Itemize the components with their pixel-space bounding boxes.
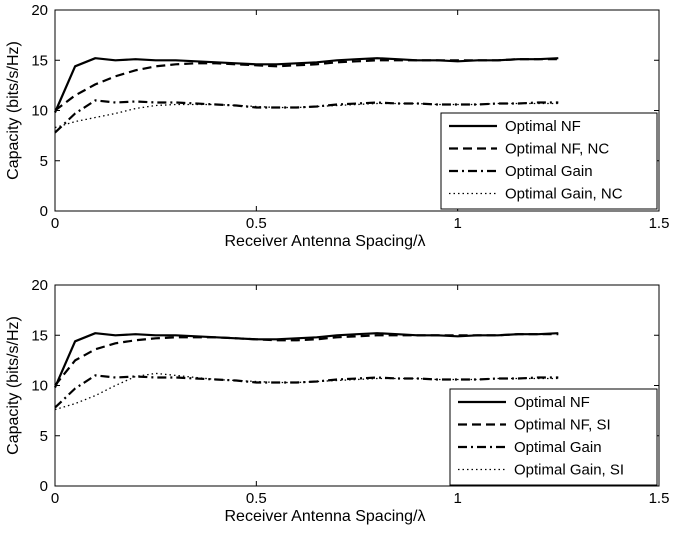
y-tick-label: 15 [31,327,48,344]
x-tick-label: 0.5 [246,215,267,232]
x-axis-label: Receiver Antenna Spacing/λ [224,508,425,525]
y-tick-label: 15 [31,52,48,69]
x-tick-label: 0 [51,215,59,232]
x-axis-label: Receiver Antenna Spacing/λ [224,233,425,250]
y-tick-label: 10 [31,103,48,120]
legend-box [449,388,658,486]
legend-label-2: Optimal NF, SI [514,417,611,434]
x-tick-label: 1 [453,490,461,507]
x-tick-label: 0.5 [246,490,267,507]
legend: Optimal NF Optimal NF, SI Optimal Gain Opti… [449,388,658,486]
legend-label-3: Optimal Gain [505,163,593,180]
x-tick-label: 1.5 [649,490,670,507]
x-tick-label: 0 [51,490,59,507]
y-tick-label: 0 [40,203,48,220]
legend-label-3: Optimal Gain [514,439,602,456]
y-tick-label: 5 [40,153,48,170]
legend-label-2: Optimal NF, NC [505,141,609,158]
y-tick-label: 0 [40,478,48,495]
y-tick-label: 20 [31,2,48,19]
y-tick-label: 20 [31,277,48,294]
series-line-3 [54,99,559,134]
x-tick-label: 1.5 [649,215,670,232]
chart-panel-2: 0 0.5 1 1.5 0 5 10 15 20 Receiver Antenna Spacing… [5,277,669,525]
legend-label-1: Optimal NF [505,118,581,135]
legend: Optimal NF Optimal NF, NC Optimal Gain Opti… [440,112,658,210]
series-line-3 [54,374,559,409]
y-axis-label: Capacity (bits/s/Hz) [5,41,22,180]
chart-panel-1: 0 0.5 1 1.5 0 5 10 15 20 Receiver Antenna Spacing… [5,2,669,250]
series-line-4 [54,372,559,411]
series-line-2 [54,333,559,387]
y-tick-label: 10 [31,378,48,395]
legend-label-4: Optimal Gain, SI [514,462,624,479]
y-tick-label: 5 [40,428,48,445]
series-line-2 [54,58,559,112]
series-line-4 [54,102,559,129]
legend-box [440,112,658,210]
y-axis-label: Capacity (bits/s/Hz) [5,316,22,455]
series-line-1 [53,57,559,113]
x-tick-label: 1 [453,215,461,232]
legend-label-1: Optimal NF [514,394,590,411]
legend-label-4: Optimal Gain, NC [505,186,623,203]
